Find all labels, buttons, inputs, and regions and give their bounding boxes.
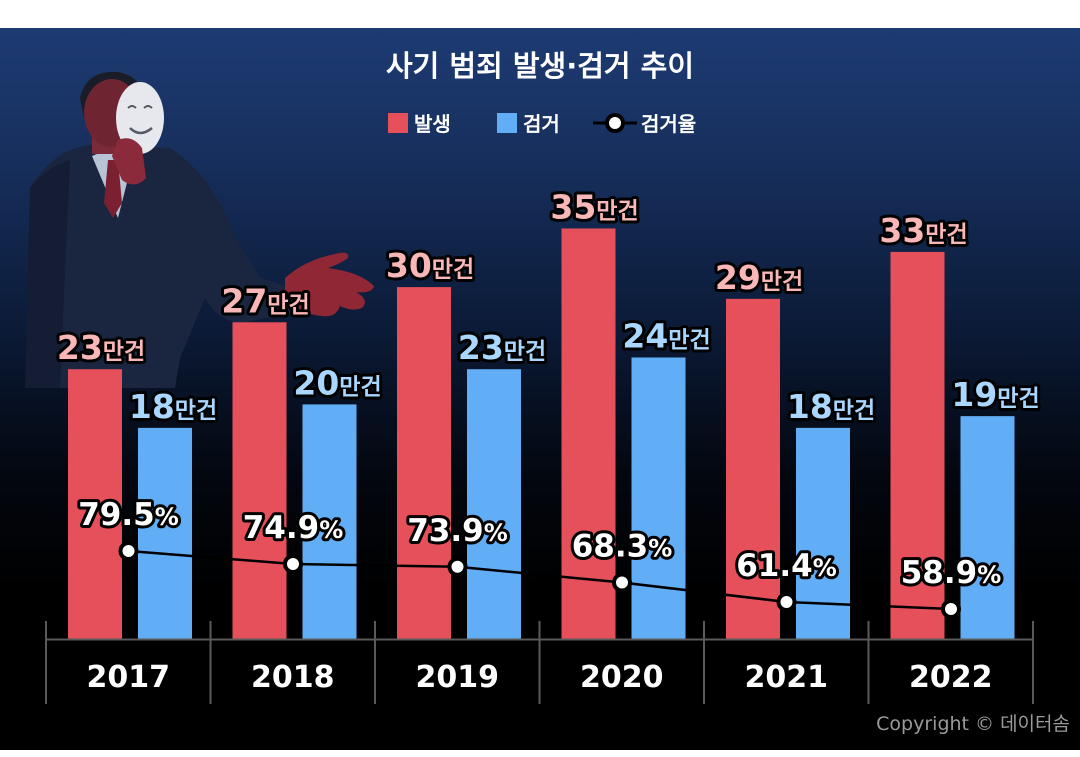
chart-title: 사기 범죄 발생·검거 추이: [386, 49, 694, 83]
bar-occurrence-2020: [561, 228, 616, 639]
bar-arrest-2020: [631, 357, 686, 639]
label-arrest-2020: 24만건: [622, 316, 710, 355]
label-occurrence-2019: 30만건: [386, 246, 474, 285]
arrest-rate-point-2021: [776, 591, 797, 612]
x-tick-label-2022: 2022: [909, 660, 993, 695]
bar-arrest-2021: [796, 427, 850, 639]
label-arrest-rate-2022: 58.9%: [901, 555, 1002, 591]
label-occurrence-2018: 27만건: [221, 281, 309, 320]
arrest-rate-line-layer: [118, 541, 961, 619]
x-axis: 2017 2018 2019 2020 2021 2022: [45, 621, 1034, 704]
label-arrest-2021: 18만건: [787, 387, 875, 426]
label-arrest-rate-2017: 79.5%: [78, 497, 179, 533]
label-occurrence-2021: 29만건: [715, 258, 803, 297]
x-tick-label-2021: 2021: [745, 660, 829, 695]
bar-arrest-2019: [467, 369, 521, 639]
legend: 발생 검거 검거율: [388, 112, 696, 136]
legend-label-occurrence: 발생: [414, 112, 451, 136]
legend-marker-arrest-rate: [605, 113, 625, 133]
arrest-rate-point-2019: [447, 556, 468, 577]
x-tick-label-2018: 2018: [251, 660, 335, 695]
arrest-rate-point-2017: [118, 541, 139, 561]
bar-occurrence-2019: [397, 287, 451, 639]
label-arrest-rate-2020: 68.3%: [572, 529, 673, 565]
legend-item-arrest-rate: 검거율: [593, 112, 696, 136]
arrest-rate-line: [128, 549, 952, 611]
label-arrest-2018: 20만건: [293, 363, 381, 402]
label-occurrence-2022: 33만건: [879, 211, 967, 250]
label-arrest-2022: 19만건: [951, 375, 1039, 414]
copyright-text: Copyright © 데이터솜: [876, 713, 1070, 735]
bar-arrest-2018: [302, 404, 357, 639]
label-arrest-rate-2021: 61.4%: [736, 548, 837, 584]
label-arrest-2017: 18만건: [129, 387, 217, 426]
label-occurrence-2017: 23만건: [57, 328, 145, 367]
legend-swatch-occurrence: [388, 113, 408, 133]
legend-item-occurrence: 발생: [388, 112, 451, 136]
bar-occurrence-2021: [726, 298, 780, 639]
arrest-rate-point-2022: [941, 599, 961, 619]
fraud-crime-chart: 사기 범죄 발생·검거 추이 발생 검거 검거율 2017 2018 2019 202…: [25, 49, 1070, 735]
bar-occurrence-2018: [232, 322, 287, 639]
label-arrest-rate-2019: 73.9%: [407, 513, 508, 549]
legend-swatch-arrest: [497, 113, 517, 133]
bar-arrest-2022: [960, 416, 1015, 639]
x-tick-label-2020: 2020: [580, 660, 664, 695]
bar-occurrence-2017: [68, 369, 122, 639]
bar-occurrence-2022: [890, 251, 945, 639]
arrest-rate-point-2020: [612, 572, 632, 593]
label-arrest-2019: 23만건: [458, 328, 546, 367]
legend-item-arrest: 검거: [497, 112, 560, 136]
x-tick-label-2019: 2019: [416, 660, 500, 695]
label-occurrence-2020: 35만건: [550, 187, 638, 226]
legend-label-arrest: 검거: [523, 112, 560, 136]
legend-label-arrest-rate: 검거율: [641, 112, 696, 136]
label-arrest-rate-2018: 74.9%: [243, 510, 344, 546]
data-labels-layer: 23만건 18만건 79.5% 27만건 20만건 74.9% 30만건 23만건 73.9% 3…: [54, 184, 1043, 594]
masked-man-illustration: [25, 71, 374, 388]
arrest-rate-point-2018: [283, 553, 303, 574]
x-tick-label-2017: 2017: [87, 660, 171, 695]
chart-panel: 사기 범죄 발생·검거 추이 발생 검거 검거율 2017 2018 2019 202…: [0, 28, 1080, 750]
bar-arrest-2017: [138, 427, 192, 639]
